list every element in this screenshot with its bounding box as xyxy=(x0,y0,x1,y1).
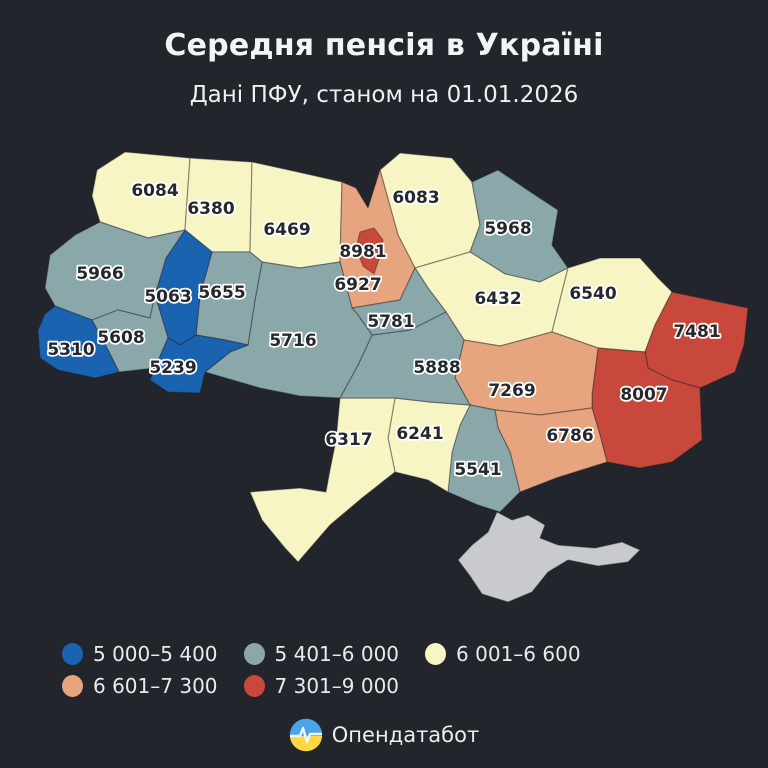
region-value-vinnytsia: 5716 xyxy=(269,331,316,351)
page-subtitle: Дані ПФУ, станом на 01.01.2026 xyxy=(189,82,579,108)
region-crimea xyxy=(457,511,641,603)
region-value-kharkiv: 6540 xyxy=(569,284,616,304)
legend-item-5: 7 301–9 000 xyxy=(243,674,400,698)
region-value-kherson: 5541 xyxy=(454,460,501,480)
legend-item-3: 6 001–6 600 xyxy=(425,642,581,666)
region-value-cherkasy: 5781 xyxy=(367,312,414,332)
legend-dot-salmon xyxy=(62,675,83,697)
legend-item-1: 5 000–5 400 xyxy=(62,642,218,666)
region-value-khmelnytskyi: 5655 xyxy=(198,283,245,303)
legend-dot-red xyxy=(243,675,265,697)
region-value-zaporizhzhia: 6786 xyxy=(546,426,593,446)
region-value-ivano-frankivsk: 5608 xyxy=(97,328,144,348)
region-dnipropetrovsk xyxy=(454,331,599,416)
region-value-kirovohrad: 5888 xyxy=(413,358,460,378)
legend-label: 6 601–7 300 xyxy=(93,674,218,698)
region-value-chernihiv: 6083 xyxy=(392,188,439,208)
opendatabot-logo-icon xyxy=(289,718,322,752)
region-value-kyiv-oblast: 6927 xyxy=(334,275,381,295)
region-value-sumy: 5968 xyxy=(484,219,531,239)
region-odesa xyxy=(249,397,396,563)
legend: 5 000–5 400 5 401–6 000 6 001–6 600 6 60… xyxy=(62,642,714,698)
region-value-odesa: 6317 xyxy=(325,430,372,450)
legend-dot-blue xyxy=(62,643,83,665)
page-title: Середня пенсія в Україні xyxy=(164,28,604,63)
legend-label: 5 401–6 000 xyxy=(274,642,400,666)
legend-label: 6 001–6 600 xyxy=(456,642,581,666)
footer-brand: Опендатабот xyxy=(0,718,768,752)
region-value-zakarpattia: 5310 xyxy=(47,340,94,360)
region-value-poltava: 6432 xyxy=(474,289,521,309)
region-chernivtsi xyxy=(149,334,249,394)
legend-item-4: 6 601–7 300 xyxy=(62,674,218,698)
region-kyiv-city xyxy=(355,227,384,275)
footer-brand-name: Опендатабот xyxy=(331,723,480,747)
region-value-dnipropetrovsk: 7269 xyxy=(488,381,535,401)
region-value-rivne: 6380 xyxy=(187,199,234,219)
region-value-chernivtsi: 5239 xyxy=(149,358,196,378)
region-value-lviv: 5966 xyxy=(76,264,123,284)
legend-item-2: 5 401–6 000 xyxy=(243,642,400,666)
region-value-luhansk: 7481 xyxy=(673,322,720,342)
region-vinnytsia xyxy=(204,261,373,399)
legend-dot-yellow xyxy=(425,643,447,665)
legend-label: 7 301–9 000 xyxy=(274,674,400,698)
region-value-donetsk: 8007 xyxy=(620,385,667,405)
region-value-ternopil: 5063 xyxy=(144,287,191,307)
legend-dot-teal xyxy=(243,643,265,665)
region-zhytomyr xyxy=(249,161,343,269)
region-value-zhytomyr: 6469 xyxy=(263,220,310,240)
region-value-volyn: 6084 xyxy=(131,181,178,201)
region-value-kyiv-city: 8981 xyxy=(339,242,386,262)
region-value-mykolaiv: 6241 xyxy=(396,424,443,444)
region-zakarpattia xyxy=(37,305,120,379)
legend-label: 5 000–5 400 xyxy=(93,642,218,666)
